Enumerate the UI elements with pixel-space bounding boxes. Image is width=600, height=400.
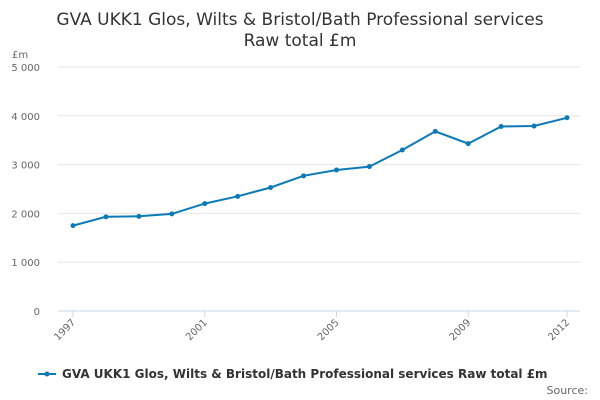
legend[interactable]: GVA UKK1 Glos, Wilts & Bristol/Bath Prof… bbox=[38, 367, 548, 381]
x-tick-label: 2012 bbox=[546, 317, 572, 343]
data-point-2001[interactable] bbox=[202, 201, 208, 207]
data-point-2005[interactable] bbox=[333, 167, 339, 173]
data-point-2004[interactable] bbox=[301, 173, 307, 179]
series-line bbox=[72, 116, 568, 227]
x-tick-label: 2005 bbox=[316, 317, 342, 343]
y-tick-label: 5 000 bbox=[11, 63, 40, 74]
data-point-2000[interactable] bbox=[169, 211, 175, 217]
y-tick-label: 4 000 bbox=[11, 112, 40, 123]
data-point-2006[interactable] bbox=[366, 164, 372, 170]
gridlines bbox=[58, 66, 580, 263]
x-tick-label: 2009 bbox=[448, 317, 474, 343]
source-label: Source: bbox=[547, 384, 589, 397]
data-point-2011[interactable] bbox=[531, 123, 537, 129]
data-point-2009[interactable] bbox=[465, 141, 471, 147]
y-axis-ticks: 0 1 000 2 000 3 000 4 000 5 000 bbox=[11, 63, 40, 318]
data-point-2010[interactable] bbox=[498, 124, 504, 130]
x-tick-label: 1997 bbox=[52, 317, 78, 343]
data-point-1997[interactable] bbox=[70, 223, 76, 229]
y-axis-label: £m bbox=[12, 50, 28, 61]
legend-marker bbox=[44, 371, 50, 377]
y-tick-label: 3 000 bbox=[11, 161, 40, 172]
y-tick-label: 0 bbox=[34, 307, 40, 318]
series bbox=[70, 115, 570, 229]
data-point-2007[interactable] bbox=[399, 147, 405, 153]
chart-subtitle: Raw total £m bbox=[244, 31, 357, 51]
data-point-2003[interactable] bbox=[268, 185, 274, 191]
data-point-2008[interactable] bbox=[432, 128, 438, 134]
x-tick-label: 2001 bbox=[184, 317, 210, 343]
x-axis-ticks: 1997 2001 2005 2009 2012 bbox=[52, 311, 572, 343]
y-tick-label: 2 000 bbox=[11, 209, 40, 220]
data-point-2002[interactable] bbox=[235, 193, 241, 199]
legend-label[interactable]: GVA UKK1 Glos, Wilts & Bristol/Bath Prof… bbox=[62, 367, 548, 381]
y-tick-label: 1 000 bbox=[11, 258, 40, 269]
data-point-1999[interactable] bbox=[136, 213, 142, 219]
data-point-1998[interactable] bbox=[103, 214, 109, 220]
data-point-2012[interactable] bbox=[564, 115, 570, 121]
chart-title: GVA UKK1 Glos, Wilts & Bristol/Bath Prof… bbox=[56, 10, 543, 30]
